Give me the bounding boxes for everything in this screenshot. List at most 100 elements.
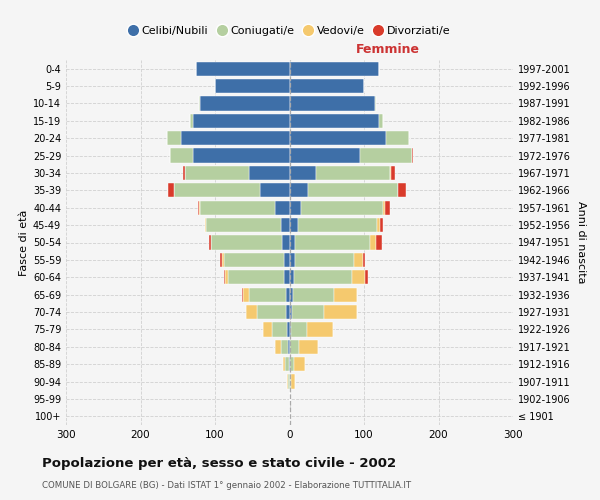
Bar <box>365 270 368 284</box>
Bar <box>355 253 363 267</box>
Bar <box>215 79 290 93</box>
Bar <box>363 253 365 267</box>
Bar <box>200 96 290 110</box>
Bar <box>291 374 295 388</box>
Bar <box>198 200 199 215</box>
Bar <box>290 322 291 336</box>
Bar <box>376 236 382 250</box>
Bar <box>167 131 181 146</box>
Bar <box>290 148 360 162</box>
Bar <box>257 305 286 319</box>
Bar <box>275 200 290 215</box>
Bar <box>291 322 307 336</box>
Bar <box>398 183 406 198</box>
Bar <box>290 114 379 128</box>
Bar <box>193 148 290 162</box>
Bar <box>287 374 288 388</box>
Bar <box>295 253 355 267</box>
Bar <box>293 288 334 302</box>
Legend: Celibi/Nubili, Coniugati/e, Vedovi/e, Divorziati/e: Celibi/Nubili, Coniugati/e, Vedovi/e, Di… <box>124 22 455 40</box>
Bar <box>287 322 290 336</box>
Bar <box>181 131 290 146</box>
Bar <box>288 374 290 388</box>
Bar <box>248 288 286 302</box>
Bar <box>370 236 376 250</box>
Bar <box>290 183 308 198</box>
Bar <box>282 236 290 250</box>
Bar <box>206 218 281 232</box>
Bar <box>307 322 334 336</box>
Bar <box>281 218 290 232</box>
Bar <box>290 357 294 372</box>
Bar <box>288 340 290 354</box>
Bar <box>200 200 275 215</box>
Bar <box>360 148 412 162</box>
Bar <box>224 270 226 284</box>
Bar <box>290 305 292 319</box>
Bar <box>290 253 295 267</box>
Bar <box>209 236 211 250</box>
Bar <box>391 166 395 180</box>
Bar <box>290 340 299 354</box>
Bar <box>385 200 390 215</box>
Bar <box>246 305 257 319</box>
Bar <box>295 236 370 250</box>
Bar <box>260 183 290 198</box>
Bar <box>286 288 290 302</box>
Text: Popolazione per età, sesso e stato civile - 2002: Popolazione per età, sesso e stato civil… <box>42 458 396 470</box>
Bar <box>412 148 413 162</box>
Bar <box>290 270 294 284</box>
Bar <box>170 148 193 162</box>
Bar <box>356 288 357 302</box>
Y-axis label: Anni di nascita: Anni di nascita <box>576 201 586 284</box>
Bar <box>272 322 287 336</box>
Bar <box>242 288 248 302</box>
Bar <box>227 270 284 284</box>
Bar <box>324 305 357 319</box>
Bar <box>290 131 386 146</box>
Bar <box>379 114 383 128</box>
Bar <box>290 218 298 232</box>
Bar <box>205 218 206 232</box>
Y-axis label: Fasce di età: Fasce di età <box>19 210 29 276</box>
Bar <box>281 340 288 354</box>
Bar <box>334 288 356 302</box>
Bar <box>290 236 295 250</box>
Bar <box>286 305 290 319</box>
Bar <box>168 183 174 198</box>
Text: Femmine: Femmine <box>356 44 420 57</box>
Bar <box>292 305 324 319</box>
Bar <box>294 270 352 284</box>
Bar <box>290 374 291 388</box>
Bar <box>290 200 301 215</box>
Bar <box>211 236 282 250</box>
Bar <box>190 114 193 128</box>
Bar <box>183 166 185 180</box>
Bar <box>386 131 409 146</box>
Bar <box>285 357 289 372</box>
Bar <box>224 253 284 267</box>
Bar <box>220 253 223 267</box>
Bar <box>289 357 290 372</box>
Bar <box>352 270 365 284</box>
Bar <box>196 62 290 76</box>
Bar <box>174 183 260 198</box>
Bar <box>263 322 272 336</box>
Bar <box>185 166 248 180</box>
Bar <box>290 96 375 110</box>
Bar <box>290 288 293 302</box>
Bar <box>390 166 391 180</box>
Bar <box>298 218 377 232</box>
Bar <box>284 253 290 267</box>
Bar <box>316 166 390 180</box>
Bar <box>375 96 376 110</box>
Bar <box>301 200 383 215</box>
Bar <box>226 270 227 284</box>
Bar <box>199 200 200 215</box>
Bar <box>290 62 379 76</box>
Bar <box>248 166 290 180</box>
Bar <box>193 114 290 128</box>
Bar <box>199 96 200 110</box>
Bar <box>383 200 385 215</box>
Bar <box>290 79 364 93</box>
